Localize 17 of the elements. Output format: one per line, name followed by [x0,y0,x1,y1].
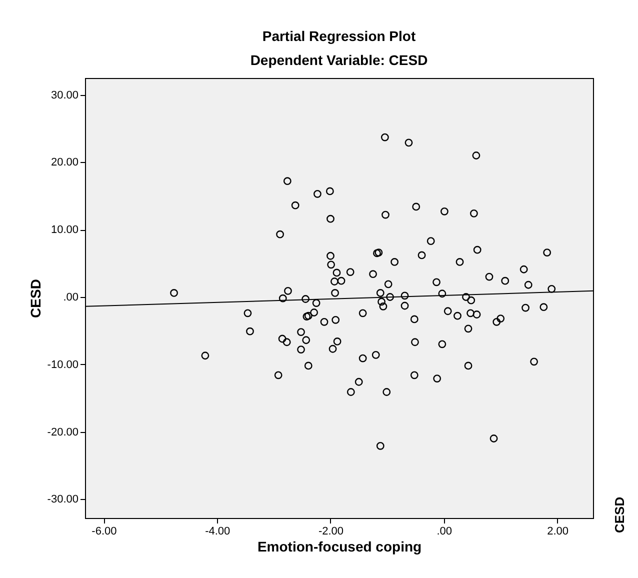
text: CESD [612,496,627,533]
chart-subtitle: Dependent Variable: CESD [250,52,428,68]
x-tick-label: 2.00 [547,526,568,538]
x-tick-label: -6.00 [92,526,117,538]
y-tick-label: 10.00 [50,224,78,236]
y-tick-label: -30.00 [47,494,78,506]
x-axis-title: Emotion-focused coping [257,538,422,554]
y-tick-label: 20.00 [50,156,78,169]
y-tick-label: .00 [63,291,78,304]
chart-title: Partial Regression Plot [262,28,416,44]
y-axis-title: CESD [27,279,44,318]
x-tick-label: -4.00 [205,526,230,538]
y-tick-label: 30.00 [50,89,78,102]
y-tick-label: -10.00 [47,358,78,371]
x-tick-label: .00 [436,526,452,538]
x-tick-label: -2.00 [318,526,344,538]
y-tick-label: -20.00 [47,426,78,438]
